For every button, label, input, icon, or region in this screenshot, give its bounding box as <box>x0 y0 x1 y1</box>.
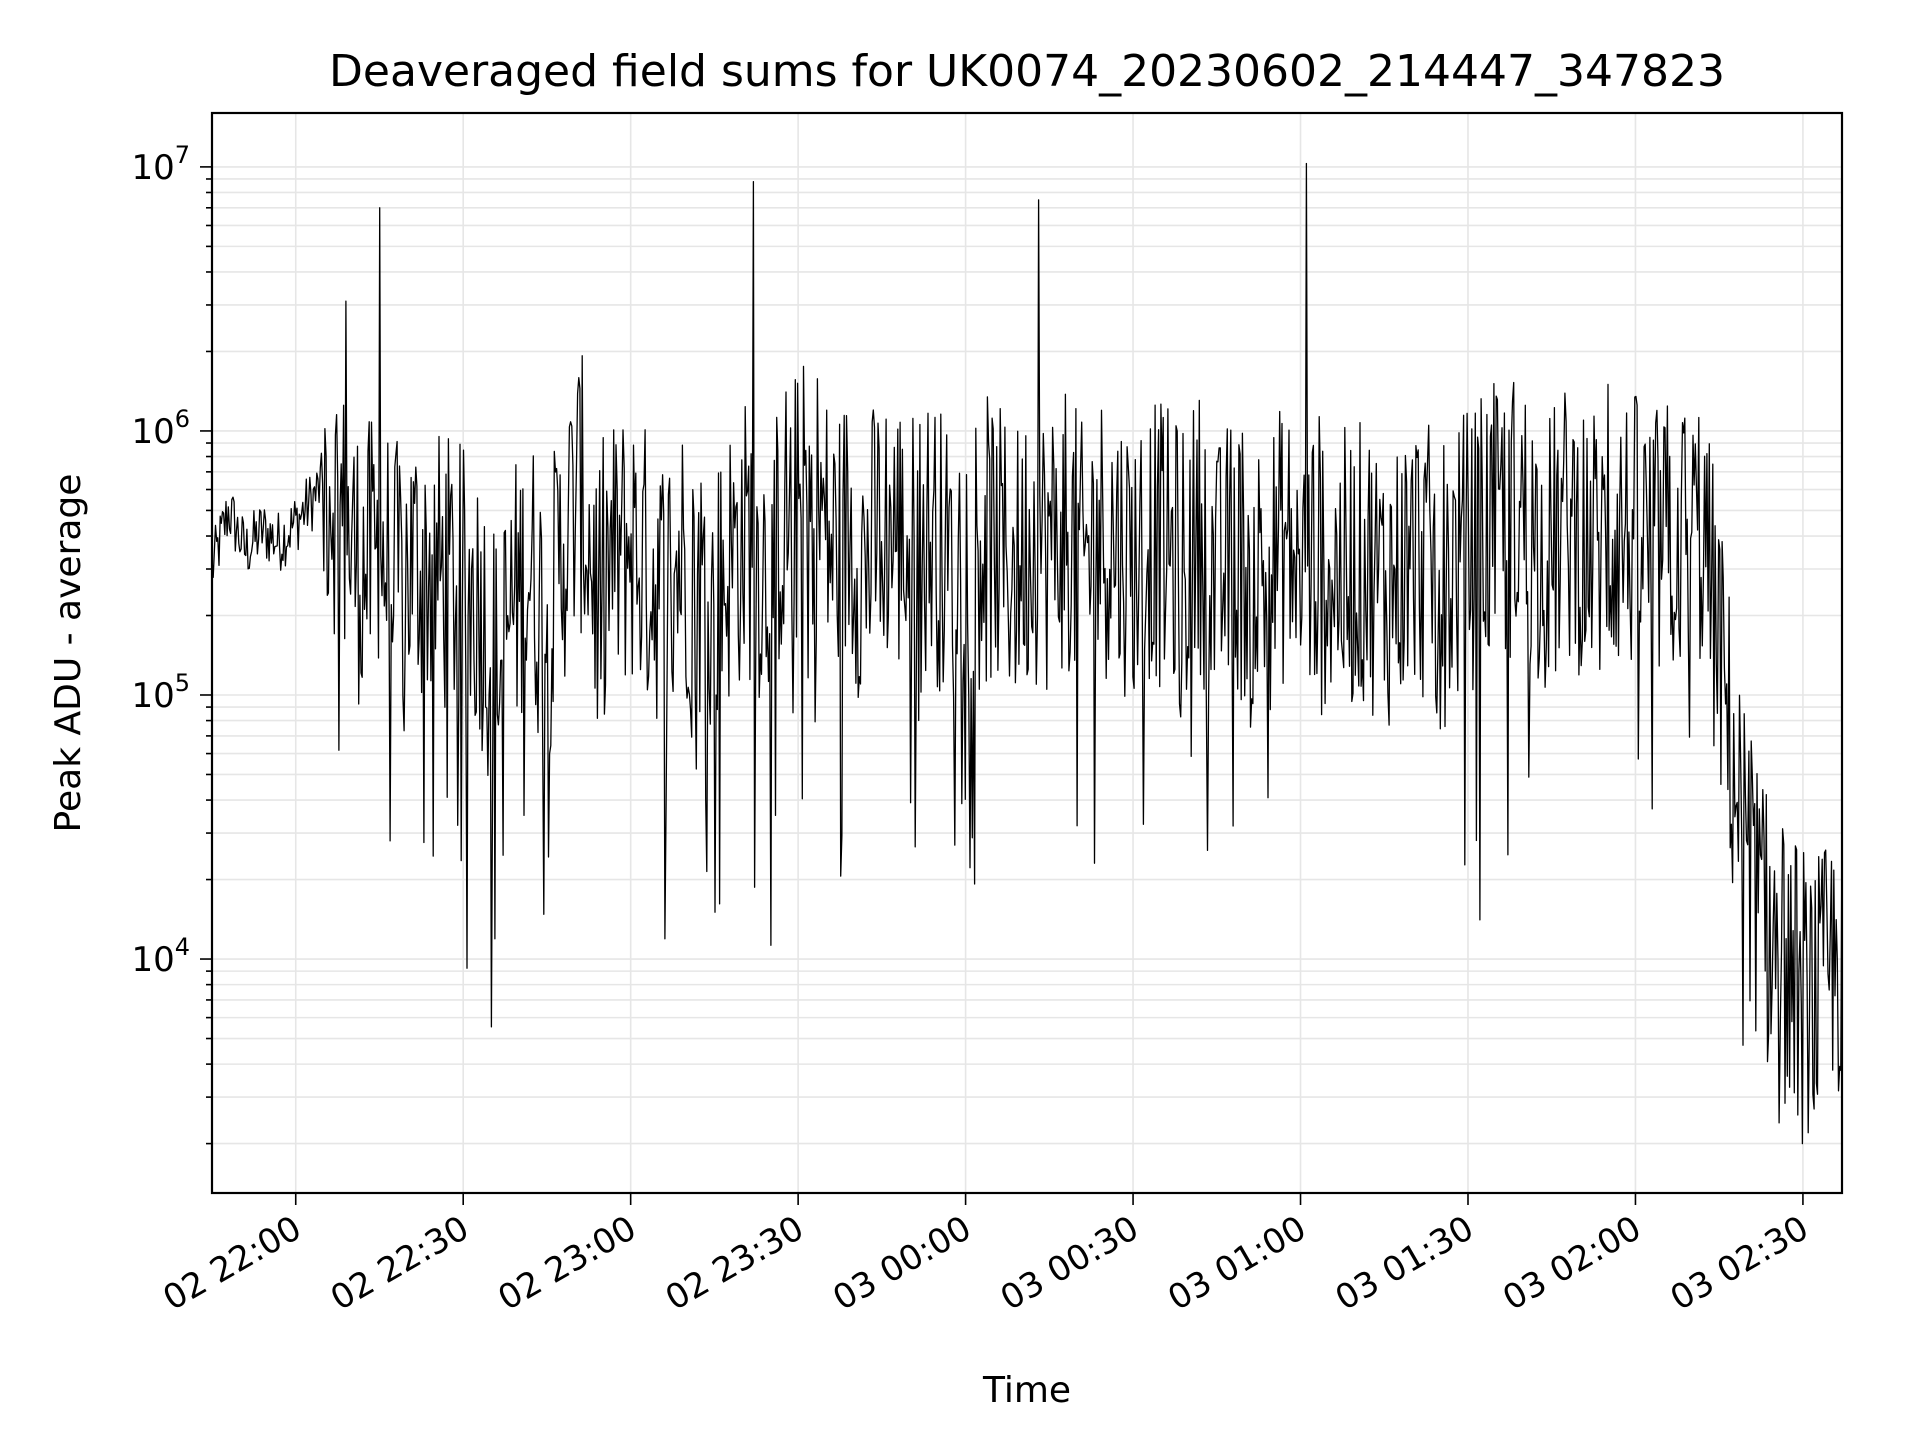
y-tick-exponent: 7 <box>175 141 190 169</box>
y-tick-exponent: 5 <box>175 669 190 697</box>
y-tick-exponent: 6 <box>175 405 190 433</box>
y-tick-label: 106 <box>131 405 190 452</box>
x-axis-title: Time <box>982 1370 1071 1411</box>
series-line <box>211 162 1843 1145</box>
y-tick-label: 105 <box>131 669 190 716</box>
series-layer <box>211 162 1843 1145</box>
y-tick-label: 104 <box>131 933 190 980</box>
y-axis-title: Peak ADU - average <box>48 474 89 833</box>
chart-title: Deaveraged field sums for UK0074_2023060… <box>329 46 1725 97</box>
y-tick-label: 107 <box>131 141 190 188</box>
y-tick-base: 10 <box>131 412 174 452</box>
plot-frame <box>210 111 1844 1195</box>
y-tick-exponent: 4 <box>175 933 190 961</box>
y-tick-base: 10 <box>131 148 174 188</box>
y-tick-base: 10 <box>131 676 174 716</box>
y-tick-base: 10 <box>131 940 174 980</box>
